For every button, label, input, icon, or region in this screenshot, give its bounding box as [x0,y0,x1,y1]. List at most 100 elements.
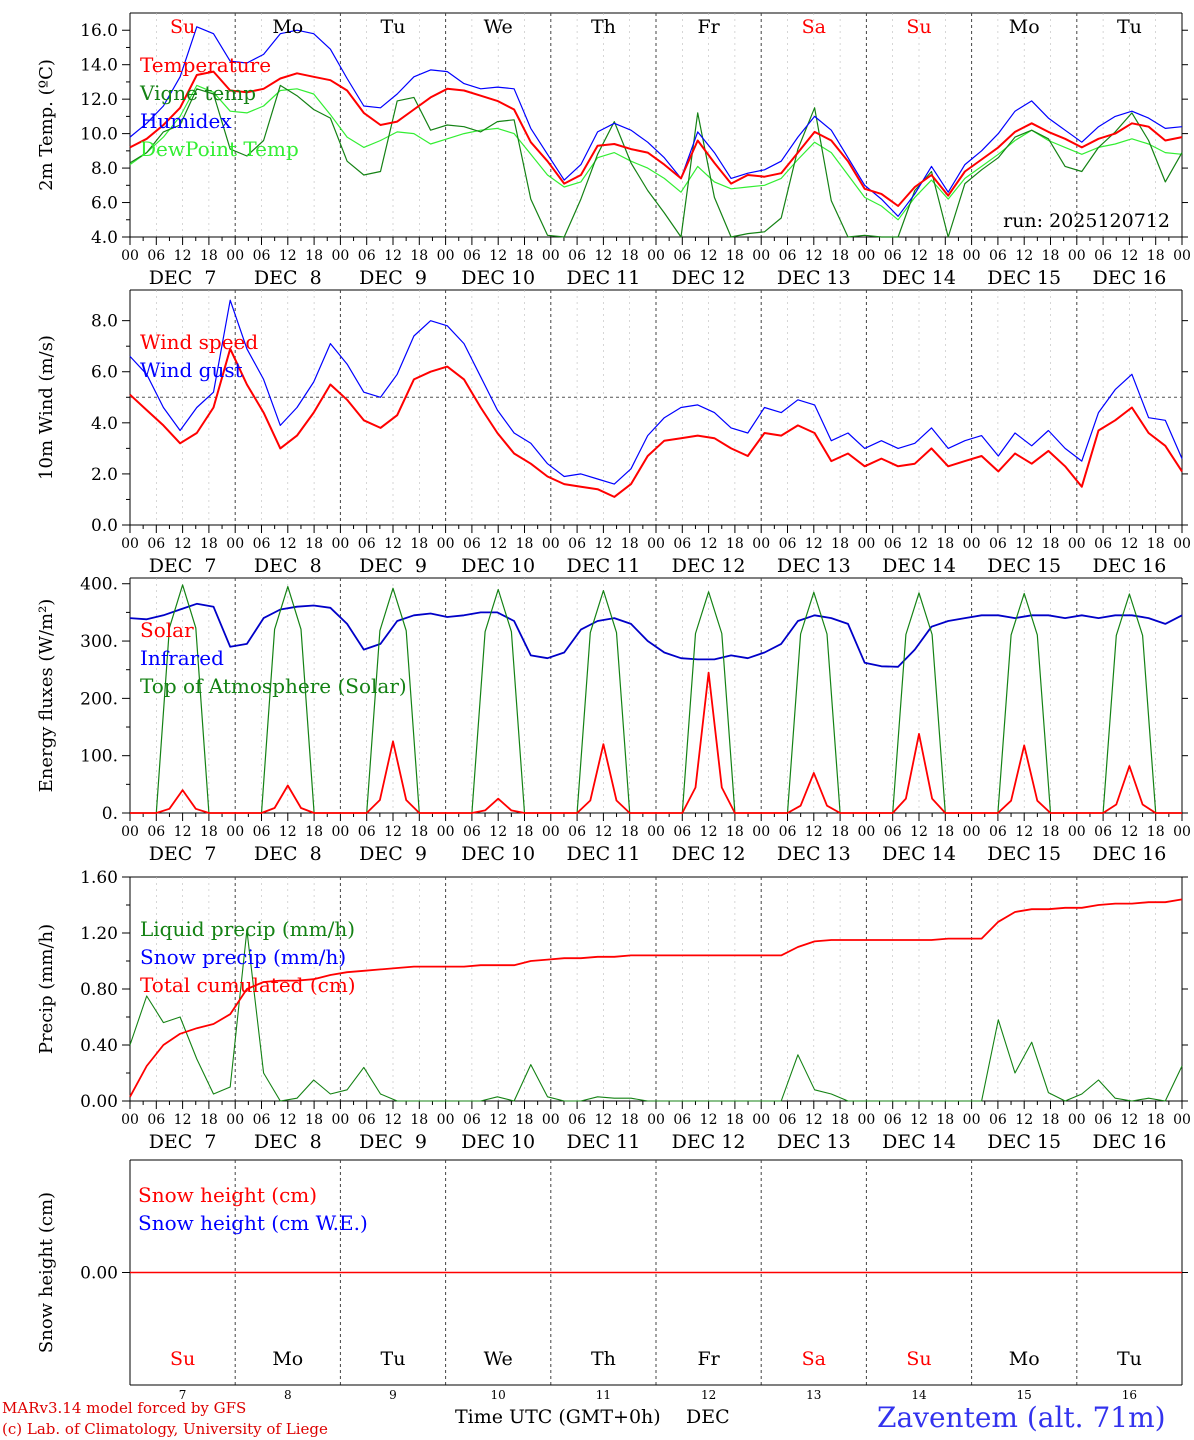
day-label: DEC 8 [254,1131,322,1153]
hour-tick-label: 06 [779,1112,797,1128]
day-label: DEC 12 [672,555,746,577]
day-label: DEC 15 [987,843,1061,865]
day-of-week-label: Tu [1117,16,1142,38]
hour-tick-label: 06 [568,1112,586,1128]
day-number-label: 12 [701,1388,716,1402]
hour-tick-label: 12 [174,536,192,552]
day-label: DEC 14 [882,843,956,865]
day-number-label: 8 [284,1388,292,1402]
day-number-label: 14 [911,1388,927,1402]
series-total-cumulated [129,898,1183,1098]
day-label: DEC 11 [566,843,640,865]
day-label: DEC 8 [254,267,322,289]
hour-tick-label: 00 [226,1112,244,1128]
hour-tick-label: 06 [673,1112,691,1128]
hour-tick-label: 18 [305,824,323,840]
hour-tick-label: 06 [989,1112,1007,1128]
day-of-week-label: Fr [697,1348,720,1370]
legend-entry: Wind speed [140,330,258,354]
month-label: DEC [686,1406,730,1428]
hour-tick-label: 12 [489,824,507,840]
day-label: DEC 14 [882,555,956,577]
hour-tick-label: 00 [1068,248,1086,264]
hour-tick-label: 12 [279,824,297,840]
day-of-week-label: Tu [381,16,406,38]
hour-tick-label: 18 [200,1112,218,1128]
hour-tick-label: 12 [805,824,823,840]
day-of-week-label: Su [170,1348,195,1370]
hour-tick-label: 18 [726,1112,744,1128]
series-vigne-temp [129,84,1183,238]
hour-tick-label: 12 [489,248,507,264]
day-label: DEC 11 [566,555,640,577]
hour-tick-label: 12 [384,248,402,264]
hour-tick-label: 06 [989,536,1007,552]
hour-tick-label: 06 [253,536,271,552]
x-axis-label: Time UTC (GMT+0h) [455,1406,661,1428]
series-solar [130,671,1182,814]
hour-tick-label: 00 [437,1112,455,1128]
hour-tick-label: 06 [358,824,376,840]
day-number-label: 15 [1017,1388,1032,1402]
hour-tick-label: 18 [516,1112,534,1128]
hour-tick-label: 00 [542,248,560,264]
y-tick-label: 0.00 [80,1092,118,1112]
hour-tick-label: 12 [594,824,612,840]
day-label: DEC 9 [359,555,427,577]
day-label: DEC 16 [1092,555,1166,577]
day-of-week-label: Th [591,16,616,38]
y-tick-label: 16.0 [80,21,118,41]
hour-tick-label: 18 [1042,248,1060,264]
hour-tick-label: 06 [358,1112,376,1128]
hour-tick-label: 18 [410,1112,428,1128]
hour-tick-label: 12 [910,824,928,840]
hour-tick-label: 06 [463,824,481,840]
hour-tick-label: 12 [1120,248,1138,264]
day-label: DEC 8 [254,555,322,577]
day-of-week-label: Mo [272,1348,303,1370]
hour-tick-label: 12 [805,1112,823,1128]
legend-entry: Temperature [140,53,271,77]
hour-tick-label: 06 [147,1112,165,1128]
day-of-week-label: Su [906,1348,931,1370]
day-label: DEC 7 [149,267,217,289]
day-of-week-label: Tu [1117,1348,1142,1370]
hour-tick-label: 00 [647,536,665,552]
hour-tick-label: 06 [884,536,902,552]
legend-entry: DewPoint Temp [140,137,299,161]
hour-tick-label: 18 [516,824,534,840]
day-of-week-label: Su [906,16,931,38]
day-label: DEC 15 [987,267,1061,289]
hour-tick-label: 18 [1147,248,1165,264]
hour-tick-label: 00 [121,536,139,552]
hour-tick-label: 00 [857,536,875,552]
legend-entry: Top of Atmosphere (Solar) [140,674,407,698]
hour-tick-label: 12 [174,1112,192,1128]
hour-tick-label: 00 [963,248,981,264]
hour-tick-label: 18 [831,824,849,840]
hour-tick-label: 00 [963,536,981,552]
day-label: DEC 10 [461,843,535,865]
day-label: DEC 8 [254,843,322,865]
y-axis-label: 2m Temp. (ºC) [36,59,57,191]
hour-tick-label: 12 [805,248,823,264]
model-credit: MARv3.14 model forced by GFS [2,1399,246,1417]
y-tick-label: 4.0 [91,414,118,434]
series-wind-gust [129,299,1183,485]
series-humidex [129,26,1183,217]
day-label: DEC 14 [882,267,956,289]
legend-entry: Snow height (cm W.E.) [138,1211,368,1235]
y-tick-label: 10.0 [80,125,118,145]
day-of-week-label: Sa [802,1348,826,1370]
day-label: DEC 9 [359,843,427,865]
hour-tick-label: 12 [910,1112,928,1128]
hour-tick-label: 12 [594,1112,612,1128]
day-label: DEC 15 [987,555,1061,577]
lab-credit: (c) Lab. of Climatology, University of L… [2,1420,328,1438]
hour-tick-label: 06 [779,248,797,264]
y-tick-label: 0.40 [80,1036,118,1056]
hour-tick-label: 00 [331,248,349,264]
hour-tick-label: 06 [1094,248,1112,264]
day-of-week-label: We [484,1348,513,1370]
hour-tick-label: 00 [331,536,349,552]
